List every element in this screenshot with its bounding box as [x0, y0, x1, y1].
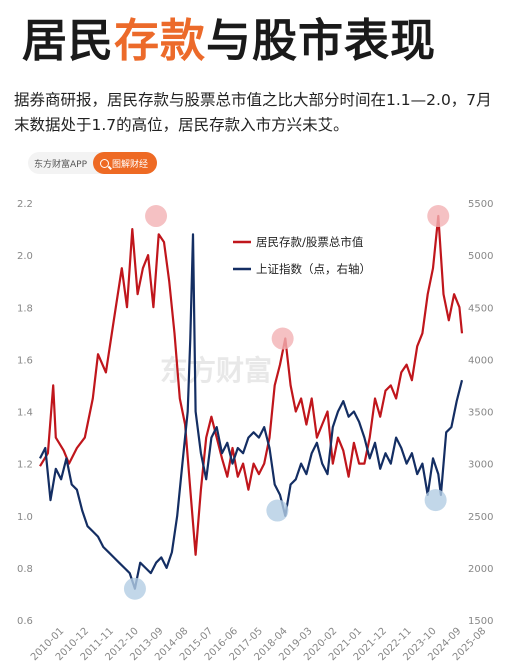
peak-marker [427, 205, 450, 228]
y-left-tick-label: 1.8 [17, 303, 33, 314]
headline-part1: 居民 [22, 14, 115, 67]
legend-label-deposit: 居民存款/股票总市值 [256, 235, 364, 249]
y-left-tick-label: 2.2 [17, 199, 33, 210]
legend-label-index: 上证指数（点，右轴） [256, 262, 371, 276]
y-right-tick-label: 2000 [468, 564, 493, 575]
series-layer [39, 214, 464, 590]
y-right-tick-label: 3000 [468, 460, 493, 471]
trough-marker [123, 577, 146, 600]
y-left-tick-label: 0.8 [17, 564, 33, 575]
y-left-tick-label: 2.0 [17, 251, 33, 262]
source-tag-button[interactable]: 图解财经 [93, 152, 158, 174]
trough-marker [424, 489, 447, 512]
source-pill: 东方财富APP 图解财经 [28, 152, 158, 174]
y-left-tick-label: 0.6 [17, 616, 33, 627]
peak-marker [271, 327, 294, 350]
y-right-tick-label: 3500 [468, 408, 493, 419]
y-right-tick-label: 2500 [468, 512, 493, 523]
headline-part2: 与股市表现 [206, 14, 437, 67]
trough-marker [266, 499, 289, 522]
search-icon [100, 158, 110, 168]
y-left-tick-label: 1.0 [17, 512, 33, 523]
y-right-tick-label: 4000 [468, 355, 493, 366]
y-right-tick-label: 4500 [468, 303, 493, 314]
headline: 居民存款与股市表现 [22, 10, 436, 72]
y-left-tick-label: 1.4 [17, 408, 33, 419]
source-tag-label: 图解财经 [112, 159, 149, 170]
headline-accent: 存款 [114, 14, 207, 67]
series-line-deposit-ratio [39, 214, 464, 556]
legend: 居民存款/股票总市值 上证指数（点，右轴） [233, 235, 371, 276]
subtitle: 据券商研报，居民存款与股票总市值之比大部分时间在1.1—2.0，7月末数据处于1… [14, 91, 492, 134]
series-line-shanghai-index [39, 233, 464, 590]
y-right-tick-label: 5000 [468, 251, 493, 262]
y-right-tick-label: 1500 [468, 616, 493, 627]
marker-layer [123, 205, 450, 600]
source-app-label: 东方财富APP [34, 159, 88, 170]
y-left-tick-label: 1.6 [17, 355, 33, 366]
chart: 东方财富 0.60.81.01.21.41.61.82.02.215002000… [17, 199, 493, 663]
y-right-tick-label: 5500 [468, 199, 493, 210]
y-left-tick-label: 1.2 [17, 460, 33, 471]
peak-marker [145, 205, 168, 228]
